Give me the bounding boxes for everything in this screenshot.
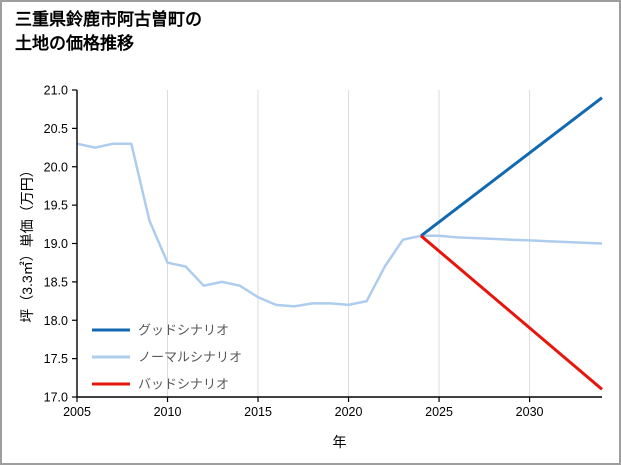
tick-labels: 2005 2010 2015 2020 2025 2030 17.0 17.5 18.0 18.5… (44, 84, 544, 420)
x-tick-label: 2025 (425, 405, 453, 419)
y-tick-label: 20.0 (44, 160, 68, 174)
series-line (76, 142, 603, 308)
legend-label: グッドシナリオ (138, 323, 229, 338)
x-tick-label: 2015 (244, 405, 272, 419)
x-axis-label: 年 (332, 434, 347, 450)
legend-label: ノーマルシナリオ (138, 350, 242, 365)
y-tick-label: 17.0 (44, 391, 68, 405)
y-tick-label: 17.5 (44, 352, 68, 366)
y-tick-label: 19.0 (44, 237, 68, 251)
series-lines (76, 96, 603, 391)
y-tick-label: 20.5 (44, 122, 68, 136)
y-tick-label: 19.5 (44, 199, 68, 213)
y-axis-label: 坪（3.3㎡）単価（万円） (19, 163, 35, 323)
x-tick-label: 2030 (516, 405, 544, 419)
series-line (420, 234, 603, 391)
y-tick-label: 18.0 (44, 314, 68, 328)
y-tick-label: 18.5 (44, 275, 68, 289)
series-line (420, 96, 603, 237)
x-tick-label: 2010 (154, 405, 182, 419)
y-tick-label: 21.0 (44, 84, 68, 98)
chart-title: 三重県鈴鹿市阿古曽町の 土地の価格推移 (15, 10, 202, 53)
x-tick-label: 2005 (63, 405, 91, 419)
gridlines (167, 90, 531, 397)
x-tick-label: 2020 (335, 405, 363, 419)
legend-label: バッドシナリオ (138, 377, 229, 392)
